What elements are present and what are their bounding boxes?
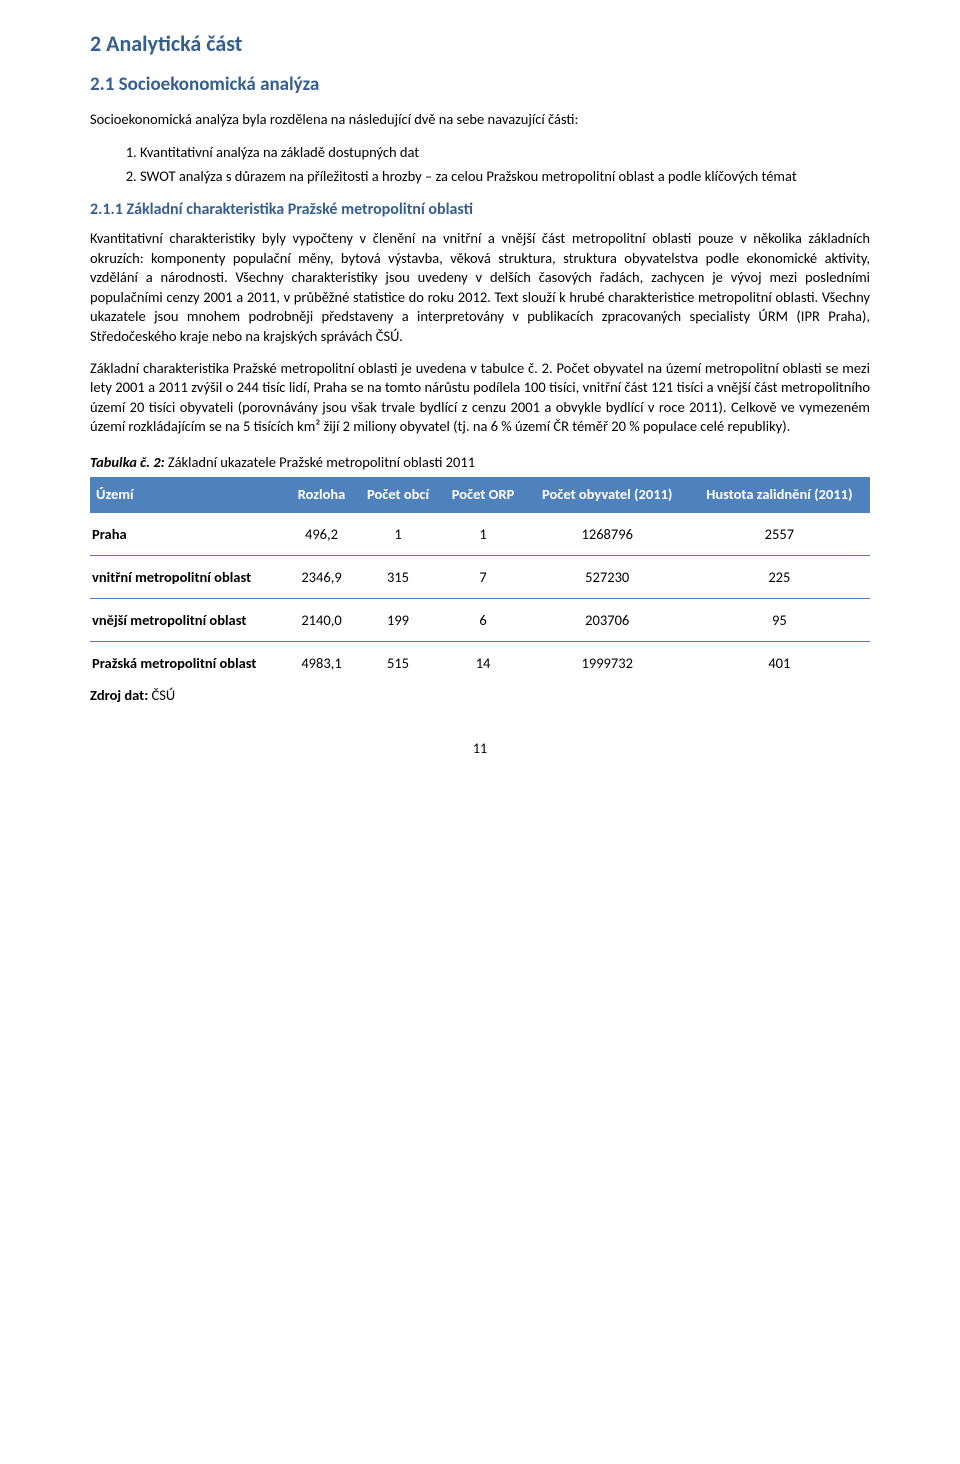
cell: 315 <box>356 555 441 598</box>
cell: 4983,1 <box>287 641 355 684</box>
cell: 496,2 <box>287 512 355 556</box>
body-paragraph-1: Kvantitativní charakteristiky byly vypoč… <box>90 229 870 346</box>
table-row: vnější metropolitní oblast 2140,0 199 6 … <box>90 598 870 641</box>
cell: 2140,0 <box>287 598 355 641</box>
document-page: 2 Analytická část 2.1 Socioekonomická an… <box>0 0 960 797</box>
list-item: SWOT analýza s důrazem na příležitosti a… <box>140 166 870 186</box>
col-header: Počet obcí <box>356 477 441 512</box>
row-label: vnitřní metropolitní oblast <box>90 555 287 598</box>
cell: 515 <box>356 641 441 684</box>
cell: 1 <box>356 512 441 556</box>
table-caption: Tabulka č. 2: Základní ukazatele Pražské… <box>90 453 870 471</box>
col-header: Území <box>90 477 287 512</box>
table-source: Zdroj dat: ČSÚ <box>90 686 870 704</box>
numbered-list: Kvantitativní analýza na základě dostupn… <box>90 142 870 187</box>
cell: 527230 <box>526 555 689 598</box>
page-number: 11 <box>90 740 870 757</box>
intro-paragraph: Socioekonomická analýza byla rozdělena n… <box>90 110 870 130</box>
cell: 2557 <box>689 512 870 556</box>
table-row: Praha 496,2 1 1 1268796 2557 <box>90 512 870 556</box>
list-item: Kvantitativní analýza na základě dostupn… <box>140 142 870 162</box>
col-header: Počet ORP <box>440 477 525 512</box>
cell: 14 <box>440 641 525 684</box>
table-header-row: Území Rozloha Počet obcí Počet ORP Počet… <box>90 477 870 512</box>
cell: 2346,9 <box>287 555 355 598</box>
row-label: Praha <box>90 512 287 556</box>
data-table: Území Rozloha Počet obcí Počet ORP Počet… <box>90 477 870 684</box>
cell: 401 <box>689 641 870 684</box>
heading-1: 2 Analytická část <box>90 30 870 57</box>
cell: 1 <box>440 512 525 556</box>
table-caption-label: Tabulka č. 2: <box>90 453 165 471</box>
col-header: Rozloha <box>287 477 355 512</box>
cell: 6 <box>440 598 525 641</box>
source-text: ČSÚ <box>148 686 175 704</box>
cell: 1268796 <box>526 512 689 556</box>
col-header: Počet obyvatel (2011) <box>526 477 689 512</box>
cell: 225 <box>689 555 870 598</box>
cell: 1999732 <box>526 641 689 684</box>
col-header: Hustota zalidnění (2011) <box>689 477 870 512</box>
row-label: vnější metropolitní oblast <box>90 598 287 641</box>
source-label: Zdroj dat: <box>90 686 148 704</box>
heading-3: 2.1.1 Základní charakteristika Pražské m… <box>90 200 870 219</box>
cell: 203706 <box>526 598 689 641</box>
body-paragraph-2: Základní charakteristika Pražské metropo… <box>90 359 870 437</box>
cell: 7 <box>440 555 525 598</box>
cell: 95 <box>689 598 870 641</box>
cell: 199 <box>356 598 441 641</box>
heading-2: 2.1 Socioekonomická analýza <box>90 73 870 96</box>
table-row: vnitřní metropolitní oblast 2346,9 315 7… <box>90 555 870 598</box>
table-row: Pražská metropolitní oblast 4983,1 515 1… <box>90 641 870 684</box>
table-caption-text: Základní ukazatele Pražské metropolitní … <box>165 453 476 471</box>
row-label: Pražská metropolitní oblast <box>90 641 287 684</box>
